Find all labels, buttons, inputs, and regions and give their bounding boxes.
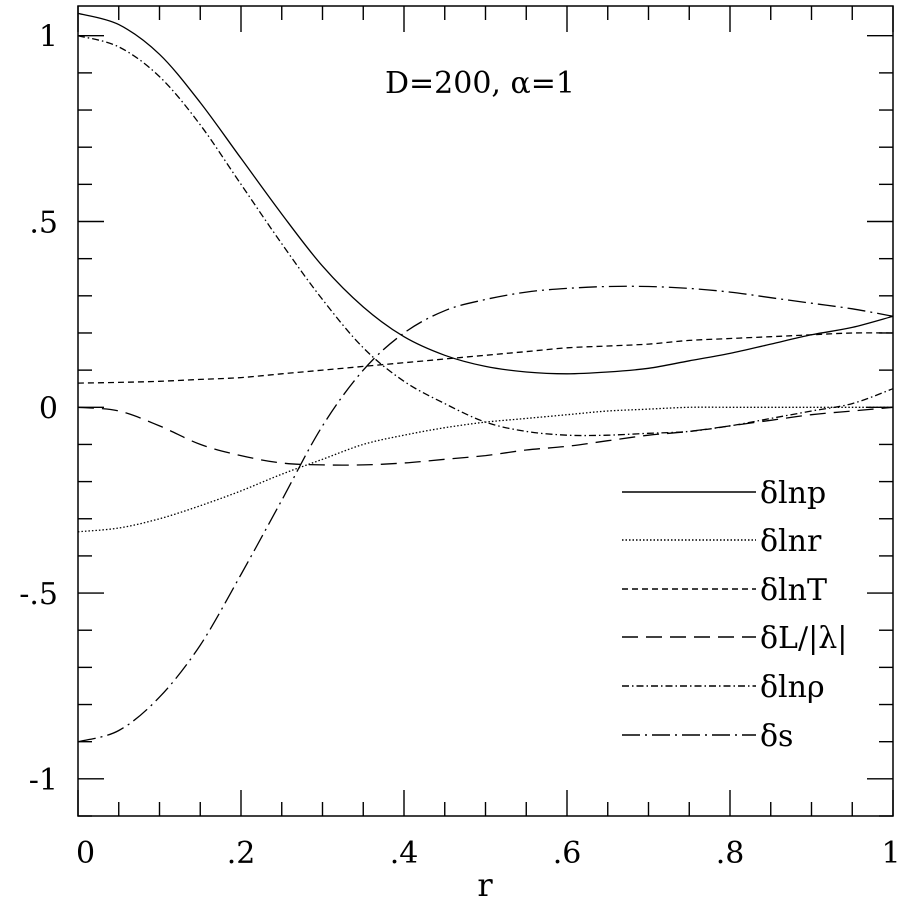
legend-label-1: δlnp: [760, 476, 826, 511]
legend-label-4: δL/|λ|: [760, 621, 847, 656]
series-line-3: [77, 332, 894, 384]
y-tick-label: 1: [39, 20, 58, 55]
legend: δlnp δlnr δlnT δL/|λ| δlnρ δs: [622, 476, 847, 754]
series-line-4: [77, 406, 894, 466]
y-tick-label: 0: [39, 391, 58, 426]
legend-label-3: δlnT: [760, 573, 827, 608]
series-line-2: [77, 406, 893, 533]
y-tick-labels: 1 .5 0 -.5 -1: [19, 20, 58, 798]
y-tick-label: -.5: [19, 577, 58, 612]
y-tick-label: -1: [29, 763, 58, 798]
series-lines: [77, 12, 894, 743]
series-line-1: [77, 12, 894, 375]
x-tick-label: .2: [227, 836, 256, 871]
x-tick-label: 1: [881, 836, 899, 871]
y-tick-label: .5: [29, 206, 58, 241]
legend-label-5: δlnρ: [760, 670, 825, 705]
x-tick-labels: 0 .2 .4 .6 .8 1: [76, 836, 899, 871]
x-tick-label: .6: [553, 836, 582, 871]
series-line-5: [77, 35, 894, 437]
annotation-parameters: D=200, α=1: [385, 66, 575, 101]
legend-label-2: δlnr: [760, 524, 822, 559]
legend-label-6: δs: [760, 719, 793, 754]
tick-marks: [77, 6, 894, 817]
x-tick-label: 0: [76, 836, 95, 871]
x-tick-label: .8: [716, 836, 745, 871]
series-line-6: [77, 285, 894, 743]
x-tick-label: .4: [390, 836, 419, 871]
x-axis-label: r: [477, 866, 493, 903]
